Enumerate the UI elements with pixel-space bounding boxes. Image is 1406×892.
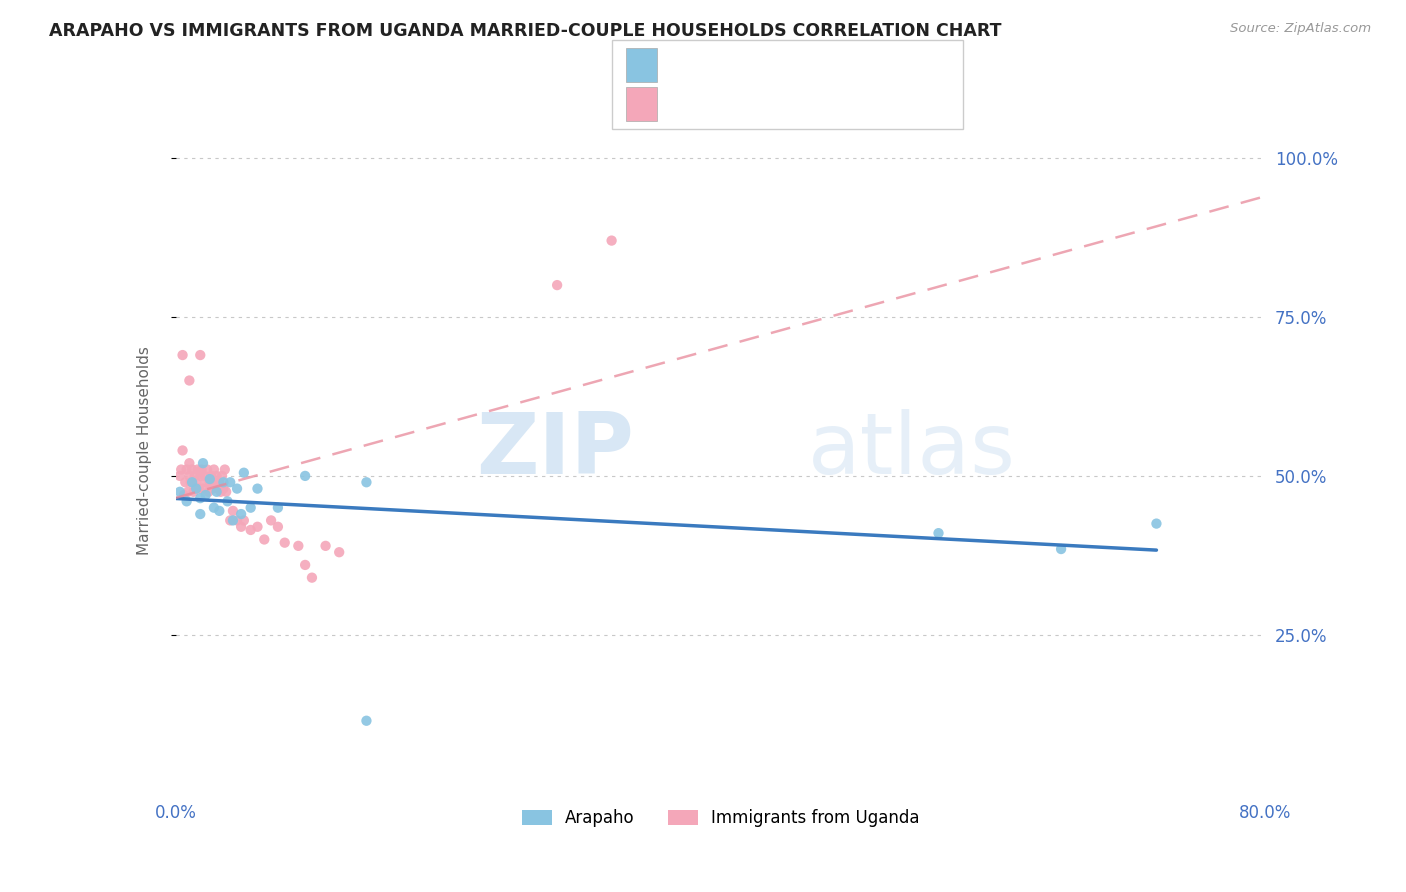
Point [183,484,205,499]
Point [205,469,228,483]
Point [294,558,316,572]
Point [202,500,225,515]
Point [174,475,197,490]
Point [1144,516,1167,531]
Point [180,475,202,490]
Point [176,494,198,508]
Point [231,507,253,521]
Point [176,462,198,476]
Point [274,535,297,549]
Point [356,475,378,490]
Point [222,513,245,527]
Point [181,475,204,490]
Point [201,482,224,496]
Point [181,462,204,476]
Point [188,507,211,521]
Point [186,462,209,476]
Point [188,469,211,483]
Text: atlas: atlas [807,409,1015,492]
Text: 54: 54 [817,97,839,112]
Point [209,484,232,499]
Point [186,475,208,490]
Text: R =: R = [668,58,703,72]
Point [200,469,222,483]
Point [226,513,249,527]
Point [315,539,337,553]
Point [190,462,212,476]
Point [215,484,238,499]
Point [208,504,231,518]
Point [212,482,235,496]
Point [232,466,254,480]
Point [198,475,221,490]
Point [222,504,245,518]
Text: -0.258: -0.258 [703,58,761,72]
Point [184,469,207,483]
Text: 27: 27 [817,58,839,72]
Text: Source: ZipAtlas.com: Source: ZipAtlas.com [1230,22,1371,36]
Y-axis label: Married-couple Households: Married-couple Households [138,346,152,555]
Point [172,348,194,362]
Point [198,472,221,486]
Text: ZIP: ZIP [475,409,633,492]
Point [211,469,233,483]
Point [267,500,290,515]
Point [219,475,242,490]
Point [177,484,200,499]
Point [239,523,262,537]
Text: R =: R = [668,97,703,112]
Point [1050,542,1073,557]
Point [188,348,211,362]
Text: N =: N = [778,97,814,112]
Point [546,278,568,293]
Point [600,234,623,248]
Point [226,482,249,496]
Point [194,475,217,490]
Point [219,513,242,527]
Point [205,484,228,499]
Text: ARAPAHO VS IMMIGRANTS FROM UGANDA MARRIED-COUPLE HOUSEHOLDS CORRELATION CHART: ARAPAHO VS IMMIGRANTS FROM UGANDA MARRIE… [49,22,1001,40]
Point [188,491,211,505]
Point [191,482,214,496]
Point [195,462,218,476]
Point [187,482,209,496]
Point [179,469,201,483]
Point [267,520,290,534]
Point [204,475,226,490]
Point [197,484,219,499]
Point [231,520,253,534]
Legend: Arapaho, Immigrants from Uganda: Arapaho, Immigrants from Uganda [515,802,927,834]
Point [169,484,191,499]
Point [301,571,323,585]
Point [186,482,208,496]
Point [172,443,194,458]
Point [170,462,193,476]
Point [294,469,316,483]
Point [191,456,214,470]
Point [194,488,217,502]
Point [179,456,201,470]
Point [202,462,225,476]
Point [179,374,201,388]
Point [928,526,950,541]
Point [253,533,276,547]
Point [207,482,229,496]
Point [246,482,269,496]
Point [173,488,195,502]
Point [217,494,239,508]
Point [193,469,215,483]
Point [260,513,283,527]
Point [169,469,191,483]
Point [328,545,350,559]
Point [208,475,231,490]
Point [287,539,309,553]
Point [246,520,269,534]
Text: N =: N = [778,58,814,72]
Point [232,513,254,527]
Point [239,500,262,515]
Point [214,462,236,476]
Point [356,714,378,728]
Point [212,475,235,490]
Text: 0.096: 0.096 [703,97,754,112]
